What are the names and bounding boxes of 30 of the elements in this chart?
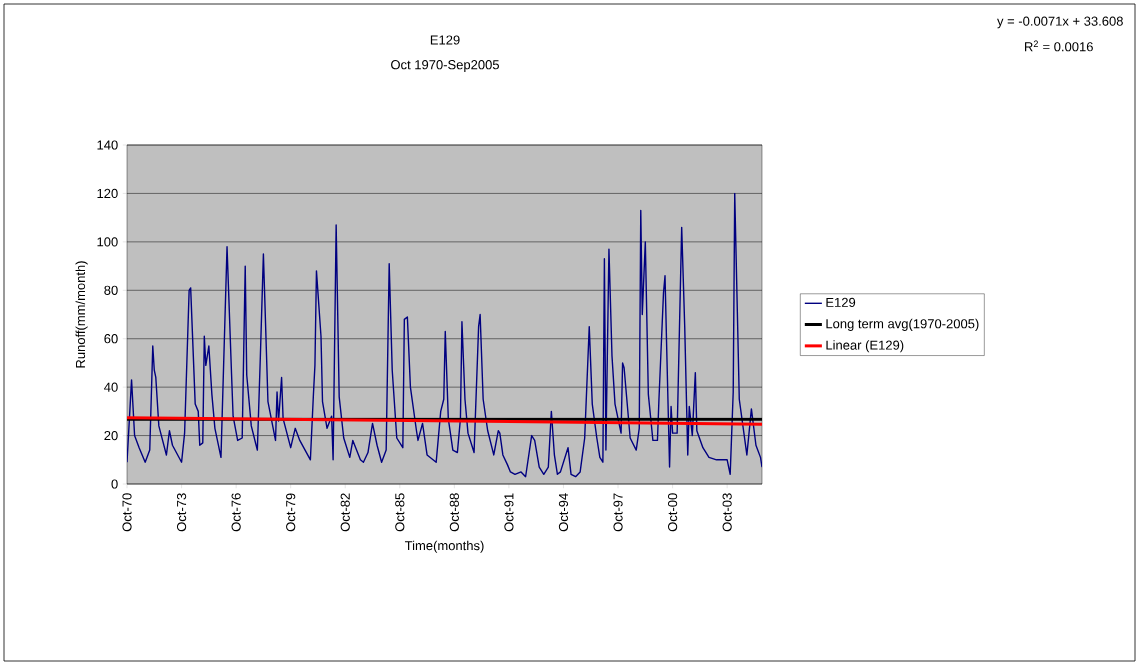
x-tick-label: Oct-85 [395, 493, 405, 532]
x-tick-label: Oct-73 [176, 493, 187, 532]
chart-subtitle: Oct 1970-Sep2005 [391, 60, 499, 72]
y-tick-label: 100 [97, 237, 118, 247]
x-tick-label: Oct-70 [122, 493, 132, 532]
line-series [127, 192, 763, 478]
x-tick-label: Oct-82 [340, 493, 350, 532]
y-axis-title: Runoff(mm/month) [75, 261, 88, 368]
text: R$^{2}$ = 0.0016 [1025, 40, 1093, 52]
x-tick-label: Oct-79 [286, 493, 296, 532]
chart-title: E129 [430, 35, 460, 45]
x-tick-label: Oct-94 [558, 493, 569, 532]
x-tick-label: Oct-76 [231, 493, 241, 532]
x-tick-label: Oct-03 [722, 493, 732, 532]
y-tick-label: 20 [104, 430, 118, 441]
y-tick-label: 140 [97, 140, 118, 150]
x-tick-label: Oct-00 [667, 493, 678, 532]
x-tick-label: Oct-88 [449, 493, 459, 532]
legend-label: Long term avg(1970-2005) [826, 318, 979, 331]
legend-label: E129 [826, 297, 856, 307]
y-tick-label: 40 [104, 382, 118, 392]
x-tick-label: Oct-91 [504, 493, 514, 532]
y-tick-label: 120 [97, 188, 118, 199]
y-tick-label: 80 [104, 285, 118, 295]
x-tick-label: Oct-97 [613, 493, 623, 532]
legend-label: Linear (E129) [826, 340, 904, 353]
y-tick-label: 0 [111, 479, 118, 489]
x-axis-title: Time(months) [404, 540, 484, 553]
text: y = -0.0071x + 33.608 [997, 16, 1123, 29]
y-tick-label: 60 [104, 334, 118, 344]
